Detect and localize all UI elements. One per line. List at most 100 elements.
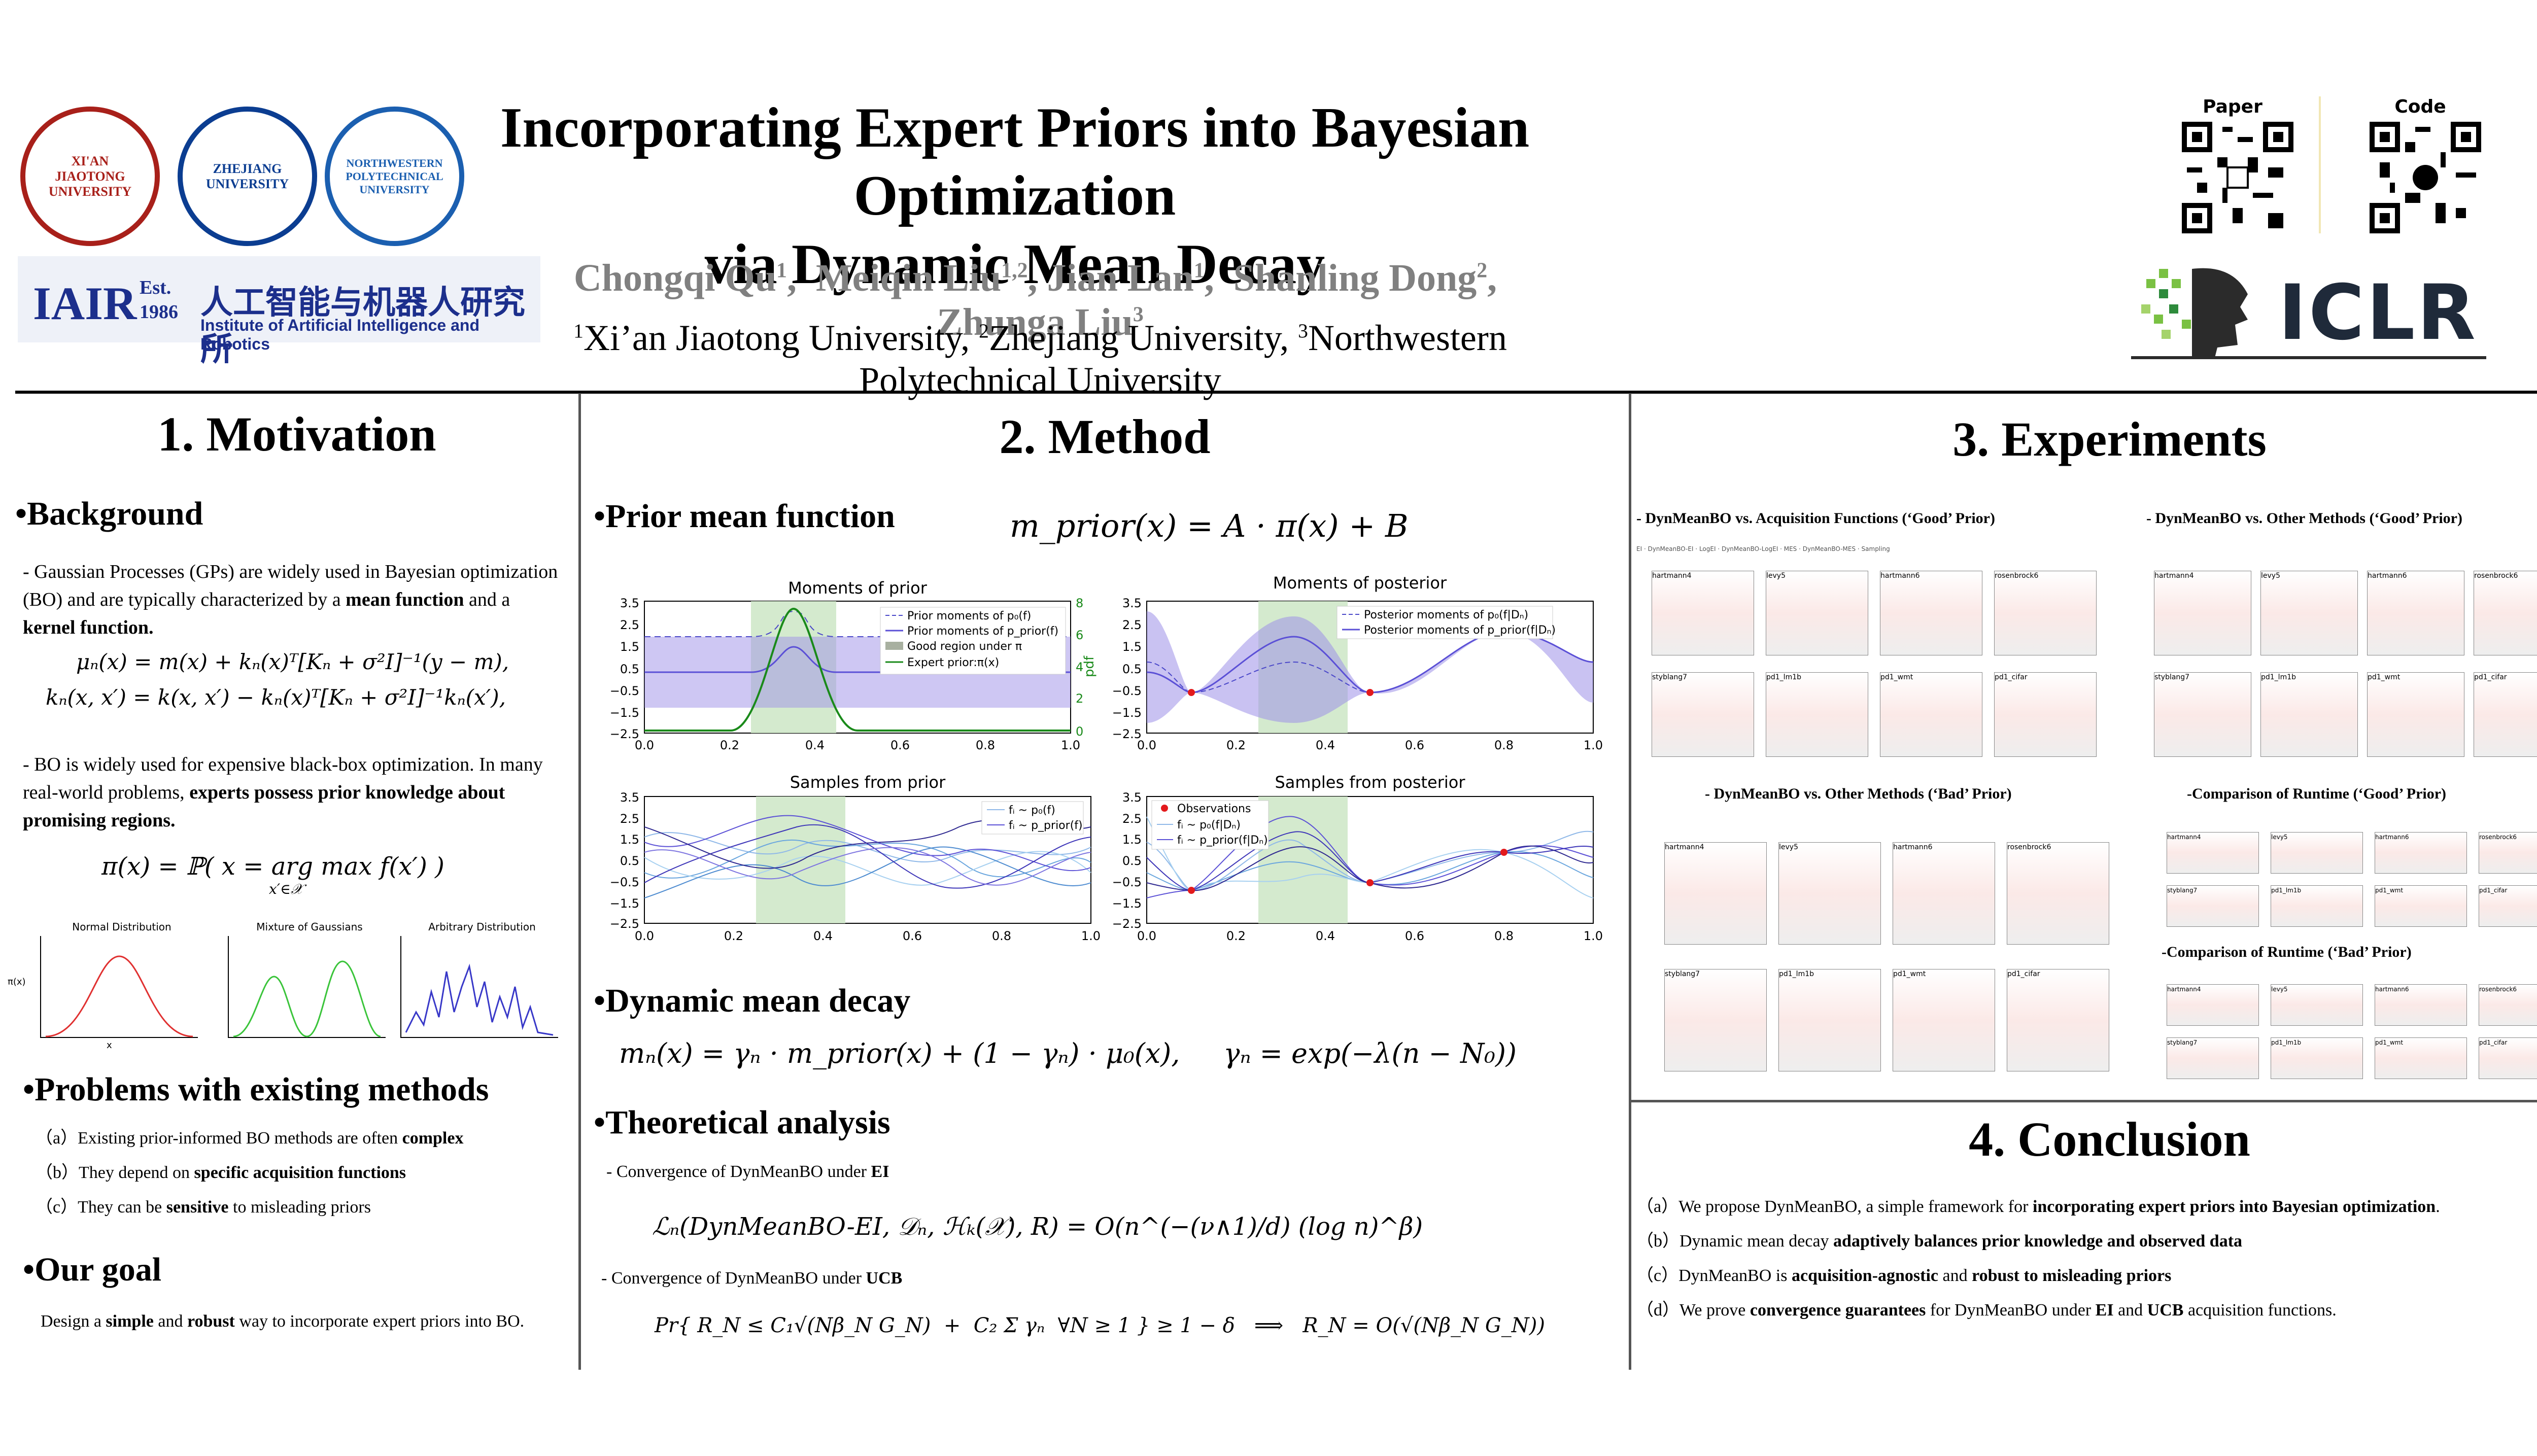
section-heading-motivation: 1. Motivation — [157, 407, 436, 461]
mixture-distribution-title: Mixture of Gaussians — [256, 921, 363, 933]
svg-text:Expert prior:π(x): Expert prior:π(x) — [907, 656, 999, 669]
svg-text:3.5: 3.5 — [620, 596, 639, 610]
svg-text:0: 0 — [1076, 724, 1083, 739]
problem-item: （c）They can be sensitive to misleading p… — [36, 1198, 371, 1217]
svg-text:6: 6 — [1076, 628, 1083, 642]
iclr-text: ICLR — [2278, 269, 2478, 357]
runtime-plot: rosenbrock6 — [2479, 832, 2537, 874]
svg-text:0.2: 0.2 — [724, 929, 743, 943]
svg-text:0.0: 0.0 — [635, 738, 654, 752]
panel-title: - DynMeanBO vs. Acquisition Functions (‘… — [1636, 510, 1995, 527]
iair-year: 1986 — [140, 301, 178, 323]
problems-heading: •Problems with existing methods — [23, 1071, 489, 1108]
result-plot: pd1_cifar — [1994, 672, 2097, 757]
svg-text:0.2: 0.2 — [1226, 738, 1246, 752]
poster-title: Incorporating Expert Priors into Bayesia… — [457, 94, 1573, 298]
svg-text:0.4: 0.4 — [1316, 929, 1335, 943]
runtime-plot: styblang7 — [2167, 885, 2259, 927]
column-divider-2 — [1629, 393, 1631, 1370]
conclusion-list: （a）We propose DynMeanBO, a simple framew… — [1636, 1190, 2537, 1328]
result-plot: pd1_wmt — [1893, 969, 1995, 1071]
plot3-x-ticks: 0.0 0.2 0.4 0.6 0.8 1.0 — [635, 929, 1101, 943]
affiliations: 1Xi’an Jiaotong University, 2Zhejiang Un… — [573, 318, 1507, 400]
results-grid-methods-bad: hartmann4 levy5 hartmann6 rosenbrock6 st… — [1659, 827, 2131, 1091]
svg-text:Posterior moments of p_prior(f: Posterior moments of p_prior(f|Dₙ) — [1364, 624, 1556, 637]
svg-text:−0.5: −0.5 — [610, 684, 639, 698]
paper-qr-code[interactable] — [2182, 122, 2293, 233]
result-plot: rosenbrock6 — [2474, 571, 2537, 655]
svg-text:1.5: 1.5 — [1122, 833, 1142, 847]
method-figure: Moments of prior 3.5 2.5 1.5 0.5 −0.5 −1.5 … — [610, 573, 1603, 943]
result-plot: pd1_lm1b — [1766, 672, 1868, 757]
results-grid-methods-good: hartmann4 levy5 hartmann6 rosenbrock6 st… — [2144, 545, 2537, 769]
runtime-plot: hartmann4 — [2167, 984, 2259, 1026]
svg-text:2: 2 — [1076, 691, 1083, 706]
convergence-ei-equation: ℒₙ(DynMeanBO-EI, 𝒟ₙ, ℋₖ(𝒳), R) = O(n^(−(… — [652, 1212, 1423, 1241]
panel-title: - DynMeanBO vs. Other Methods (‘Good’ Pr… — [2146, 510, 2462, 527]
author: Meiqin Liu1,2, — [815, 257, 1047, 299]
result-plot: levy5 — [1778, 842, 1881, 945]
svg-text:0.0: 0.0 — [1137, 738, 1156, 752]
svg-text:0.8: 0.8 — [1494, 929, 1514, 943]
runtime-plot: levy5 — [2271, 984, 2363, 1026]
section-heading-experiments: 3. Experiments — [1952, 412, 2267, 466]
header-divider — [15, 391, 2537, 394]
runtime-plot: pd1_cifar — [2479, 1037, 2537, 1079]
background-heading: •Background — [15, 495, 203, 532]
svg-text:0.4: 0.4 — [805, 738, 825, 752]
svg-text:3.5: 3.5 — [620, 790, 639, 805]
result-plot: pd1_wmt — [2367, 672, 2464, 757]
svg-text:−2.5: −2.5 — [1112, 727, 1142, 741]
svg-text:0.5: 0.5 — [620, 662, 639, 676]
svg-text:Prior moments of p_prior(f): Prior moments of p_prior(f) — [907, 625, 1058, 638]
paper-qr-label: Paper — [2203, 96, 2262, 117]
runtime-plot: hartmann6 — [2375, 832, 2467, 874]
distribution-curves — [40, 936, 558, 1038]
svg-text:3.5: 3.5 — [1122, 596, 1142, 610]
convergence-ucb-label: - Convergence of DynMeanBO under UCB — [601, 1269, 903, 1288]
panel-title: -Comparison of Runtime (‘Bad’ Prior) — [2162, 944, 2412, 960]
svg-text:0.5: 0.5 — [620, 854, 639, 868]
gp-posterior-mean-equation: μₙ(x) = m(x) + kₙ(x)ᵀ[Kₙ + σ²I]⁻¹(y − m)… — [76, 649, 509, 674]
svg-text:−1.5: −1.5 — [610, 896, 639, 911]
svg-text:Prior moments of p₀(f): Prior moments of p₀(f) — [907, 610, 1031, 622]
result-plot: pd1_lm1b — [1778, 969, 1881, 1071]
iair-text: IAIR — [33, 278, 137, 329]
svg-text:4: 4 — [1076, 660, 1083, 674]
svg-text:3.5: 3.5 — [1122, 790, 1142, 805]
result-plot: hartmann4 — [1652, 571, 1754, 655]
svg-text:1.0: 1.0 — [1081, 929, 1101, 943]
code-qr-code[interactable] — [2370, 122, 2481, 233]
conclusion-item: （b）Dynamic mean decay adaptively balance… — [1636, 1232, 2243, 1251]
dynamic-mean-decay-equation: mₙ(x) = γₙ · m_prior(x) + (1 − γₙ) · μ₀(… — [619, 1037, 1517, 1069]
svg-text:−1.5: −1.5 — [610, 706, 639, 720]
iclr-head-icon — [2141, 268, 2248, 358]
svg-text:−2.5: −2.5 — [610, 727, 639, 741]
plot4-title: Samples from posterior — [1275, 773, 1465, 792]
runtime-plot: levy5 — [2271, 832, 2363, 874]
result-plot: hartmann6 — [1893, 842, 1995, 945]
svg-text:0.0: 0.0 — [1137, 929, 1156, 943]
iair-chinese-name: 人工智能与机器人研究所 — [200, 284, 525, 368]
code-qr-label: Code — [2394, 96, 2446, 117]
svg-text:1.0: 1.0 — [1584, 929, 1603, 943]
theoretical-analysis-heading: •Theoretical analysis — [594, 1104, 890, 1141]
runtime-plot: pd1_wmt — [2375, 1037, 2467, 1079]
svg-text:0.6: 0.6 — [890, 738, 910, 752]
arbitrary-distribution-title: Arbitrary Distribution — [428, 921, 536, 933]
svg-text:1.5: 1.5 — [1122, 640, 1142, 654]
experiments-conclusion-divider — [1630, 1100, 2537, 1102]
svg-text:0.8: 0.8 — [992, 929, 1011, 943]
result-plot: hartmann6 — [2367, 571, 2464, 655]
result-plot: styblang7 — [1652, 672, 1754, 757]
svg-text:1.0: 1.0 — [1061, 738, 1080, 752]
plot4-y-ticks: 3.5 2.5 1.5 0.5 −0.5 −1.5 −2.5 — [1112, 790, 1142, 931]
svg-text:0.8: 0.8 — [1494, 738, 1514, 752]
result-plot: hartmann6 — [1880, 571, 1982, 655]
convergence-ucb-equation: Pr{ R_N ≤ C₁√(Nβ_N G_N) + C₂ Σ γₙ ∀N ≥ 1… — [655, 1314, 1545, 1337]
panel-title: -Comparison of Runtime (‘Good’ Prior) — [2187, 785, 2447, 802]
runtime-plot: rosenbrock6 — [2479, 984, 2537, 1026]
svg-text:1.5: 1.5 — [620, 640, 639, 654]
result-plot: pd1_cifar — [2007, 969, 2109, 1071]
plot2-title: Moments of posterior — [1273, 573, 1447, 593]
